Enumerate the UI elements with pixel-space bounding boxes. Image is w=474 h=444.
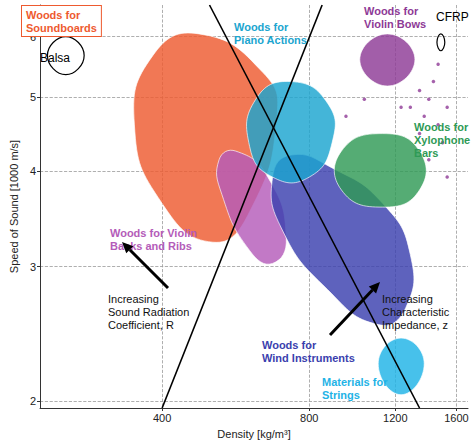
svg-text:Woods for Violin: Woods for Violin <box>110 227 197 239</box>
svg-text:Woods for: Woods for <box>414 121 469 133</box>
svg-text:Coefficient, R: Coefficient, R <box>108 319 174 331</box>
svg-text:Impedance, z: Impedance, z <box>382 319 448 331</box>
svg-text:Wind Instruments: Wind Instruments <box>262 352 355 364</box>
svg-text:400: 400 <box>153 412 171 424</box>
svg-text:Increasing: Increasing <box>108 293 159 305</box>
svg-text:800: 800 <box>300 412 318 424</box>
svg-text:Balsa: Balsa <box>40 51 70 65</box>
svg-text:2: 2 <box>30 395 36 407</box>
svg-text:Woods for: Woods for <box>364 5 419 17</box>
svg-text:Density [kg/m³]: Density [kg/m³] <box>217 428 290 440</box>
svg-text:Woods for: Woods for <box>234 21 289 33</box>
svg-text:1200: 1200 <box>383 412 407 424</box>
svg-text:Violin Bows: Violin Bows <box>364 18 426 30</box>
svg-text:Xylophone: Xylophone <box>414 134 470 146</box>
svg-text:Bars: Bars <box>414 147 438 159</box>
svg-text:1600: 1600 <box>444 412 468 424</box>
svg-text:Soundboards: Soundboards <box>26 22 97 34</box>
svg-text:4: 4 <box>30 165 36 177</box>
svg-text:Piano Actions: Piano Actions <box>234 34 307 46</box>
svg-text:Strings: Strings <box>322 389 360 401</box>
svg-text:Woods for: Woods for <box>26 9 81 21</box>
svg-text:Backs and Ribs: Backs and Ribs <box>110 240 192 252</box>
svg-text:Characteristic: Characteristic <box>382 306 450 318</box>
svg-text:3: 3 <box>30 261 36 273</box>
svg-text:Materials for: Materials for <box>322 376 388 388</box>
svg-text:5: 5 <box>30 91 36 103</box>
svg-text:Woods for: Woods for <box>262 339 317 351</box>
svg-text:Sound Radiation: Sound Radiation <box>108 306 189 318</box>
svg-text:Speed of Sound [1000 m/s]: Speed of Sound [1000 m/s] <box>8 140 20 273</box>
svg-text:Increasing: Increasing <box>382 293 433 305</box>
svg-text:CFRP: CFRP <box>436 10 469 24</box>
